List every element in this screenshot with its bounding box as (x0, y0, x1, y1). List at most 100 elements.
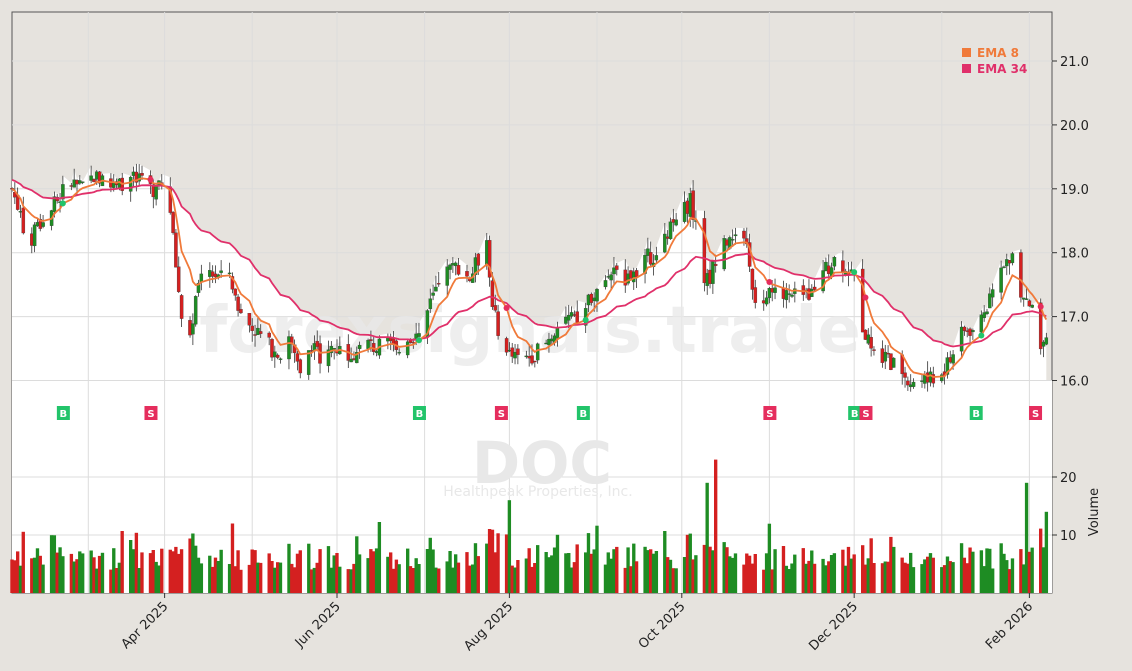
candle-body (730, 239, 735, 241)
candle-body (951, 354, 955, 364)
volume-bar (30, 558, 34, 593)
buy-signal-badge (56, 406, 70, 420)
candle-body (1038, 302, 1043, 350)
volume-bar (940, 567, 944, 593)
volume-bar (649, 549, 653, 593)
candle-body (1021, 297, 1026, 300)
candle-body (250, 325, 254, 331)
volume-bar (10, 559, 14, 593)
volume-bar (589, 553, 594, 593)
volume-bar (951, 562, 955, 593)
candle-body (733, 234, 738, 237)
candle-body (227, 272, 232, 275)
ema8-line (11, 177, 1048, 378)
volume-bar (236, 550, 240, 593)
volume-bar (411, 568, 415, 593)
volume-bar (129, 540, 133, 593)
volume-bar (1010, 558, 1015, 593)
volume-bar (547, 557, 551, 593)
candle-body (366, 339, 370, 349)
volume-bar (674, 568, 678, 593)
candle-body (137, 173, 141, 182)
candle-body (685, 200, 690, 214)
candle-body (968, 328, 972, 336)
sell-signal-label: S (498, 409, 505, 420)
volume-bar (256, 562, 260, 593)
candle-body (654, 255, 659, 261)
legend: EMA 8 EMA 34 (962, 46, 1027, 76)
candle-body (982, 312, 986, 319)
volume-bar (892, 546, 896, 593)
candle-body (295, 353, 300, 362)
volume-bar (437, 568, 441, 593)
volume-bar (883, 561, 887, 593)
volume-bar (569, 567, 574, 593)
volume-bar (781, 546, 786, 593)
candle-body (171, 211, 175, 234)
candle-body (589, 293, 594, 303)
volume-bar (694, 555, 698, 593)
candle-body (872, 349, 876, 351)
candle-body (708, 269, 712, 284)
volume-bar (592, 549, 596, 593)
volume-bar (705, 482, 709, 593)
sell-signal-label: S (862, 409, 869, 420)
volume-bar (476, 556, 480, 593)
volume-bar (852, 554, 856, 593)
candles (10, 163, 1049, 392)
volume-bar (1039, 528, 1043, 593)
volume-bar (61, 556, 65, 593)
candle-body (230, 276, 235, 290)
candle-body (219, 270, 223, 273)
buy-signal-label: B (60, 409, 68, 420)
volume-bar (394, 559, 399, 593)
volume-bar (623, 567, 627, 593)
volume-bar (55, 552, 59, 593)
buy-signal-dot (59, 200, 66, 207)
candle-body (32, 224, 37, 247)
price-tick-label: 20.0 (1060, 119, 1089, 134)
volume-bar (21, 531, 25, 593)
volume-bar (906, 563, 910, 593)
candle-body (445, 266, 449, 286)
volume-bar (468, 565, 472, 593)
candle-body (826, 265, 831, 274)
volume-bar (168, 549, 172, 593)
volume-bar (725, 547, 729, 593)
candle-body (603, 280, 608, 288)
volume-bar (188, 538, 192, 593)
volume-bar (702, 544, 707, 593)
volume-bar (909, 552, 913, 593)
volume-bar (431, 549, 435, 593)
volume-bar (928, 553, 933, 593)
candle-body (270, 339, 274, 358)
volume-bar (425, 549, 430, 593)
volume-bar (668, 559, 673, 593)
volume-bar (417, 564, 421, 593)
candle-body (436, 283, 441, 285)
sell-signal-label: S (766, 409, 773, 420)
volume-bar (295, 553, 300, 593)
volume-bar (866, 558, 870, 593)
volume-bar (89, 550, 93, 593)
price-tick-label: 18.0 (1060, 247, 1089, 262)
candle-body (417, 333, 421, 337)
candle-body (191, 323, 195, 335)
candle-body (869, 337, 873, 349)
candle-body (92, 179, 96, 183)
volume-bar (804, 563, 808, 593)
candle-body (493, 305, 498, 311)
volume-bar (510, 565, 514, 593)
volume-bar (386, 556, 390, 593)
volume-bar (572, 562, 577, 593)
volume-bar (366, 558, 370, 593)
volume-bar (988, 548, 992, 593)
volume-bar (872, 563, 876, 593)
candle-body (267, 332, 271, 338)
candle-body (496, 311, 500, 336)
candle-body (595, 288, 599, 302)
plot-panel (11, 11, 1053, 594)
volume-bar (615, 546, 619, 593)
volume-bar (465, 552, 469, 593)
volume-bar (533, 563, 537, 593)
